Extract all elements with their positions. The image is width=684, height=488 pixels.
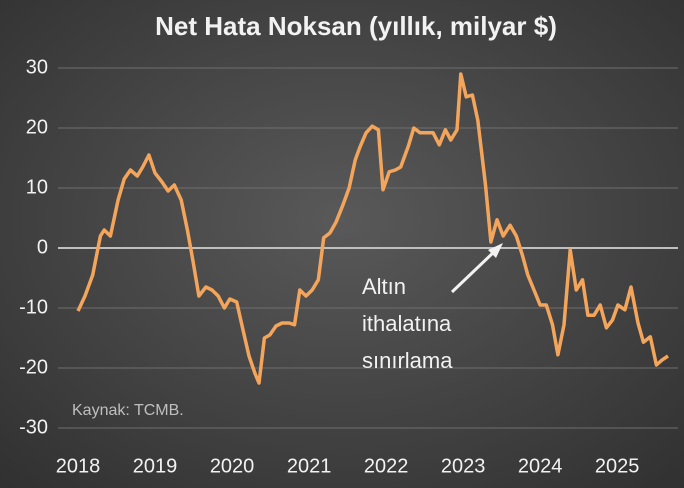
x-tick-label: 2022 — [364, 455, 409, 477]
annotation: Altın — [362, 274, 406, 299]
annotation-arrowhead — [488, 243, 503, 258]
x-tick-label: 2024 — [518, 455, 563, 477]
x-tick-label: 2019 — [133, 455, 178, 477]
x-tick-label: 2023 — [441, 455, 486, 477]
x-tick-label: 2020 — [210, 455, 255, 477]
source: Kaynak: TCMB. — [72, 402, 184, 419]
y-tick-label: 20 — [26, 116, 48, 138]
y-tick-label: 10 — [26, 176, 48, 198]
x-tick-label: 2018 — [56, 455, 101, 477]
x-tick-label: 2021 — [287, 455, 332, 477]
y-tick-label: -30 — [19, 416, 48, 438]
x-tick-label: 2025 — [595, 455, 640, 477]
annotation: ithalatına — [362, 311, 452, 336]
y-tick-label: 30 — [26, 56, 48, 78]
y-tick-label: -20 — [19, 356, 48, 378]
annotation: sınırlama — [362, 348, 453, 373]
y-tick-label: -10 — [19, 296, 48, 318]
annotation-arrow — [450, 248, 498, 294]
chart-title: Net Hata Noksan (yıllık, milyar $) — [155, 11, 557, 41]
y-tick-label: 0 — [37, 236, 48, 258]
line — [76, 72, 669, 385]
